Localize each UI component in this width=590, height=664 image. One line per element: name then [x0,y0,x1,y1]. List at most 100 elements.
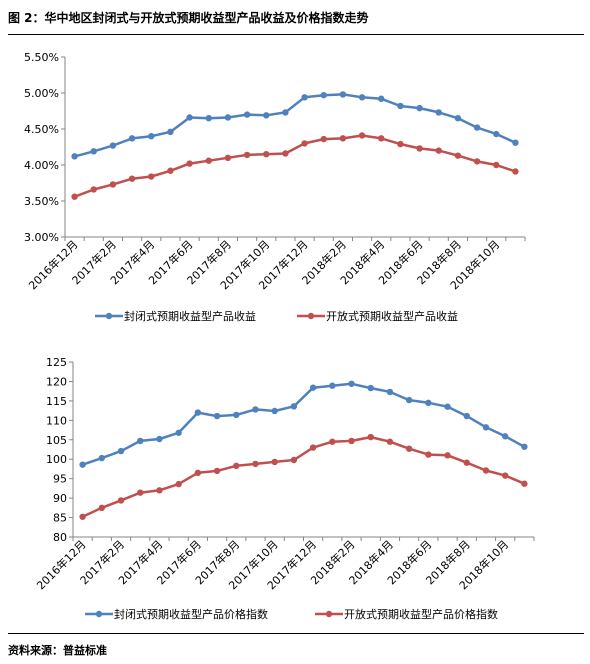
data-point [386,388,394,396]
data-point [263,151,270,158]
series-line [82,382,525,466]
series-line [82,435,525,518]
data-point [194,409,202,416]
bottom-rule [8,633,584,634]
legend-label: 封闭式预期收益型产品价格指数 [114,607,268,621]
data-point [501,433,509,440]
data-point [435,147,442,154]
y-tick-label: 115 [46,395,67,408]
data-point [454,152,462,159]
data-point [90,148,97,155]
data-point [175,429,182,436]
data-point [482,424,490,431]
data-point [378,95,385,102]
data-point [405,396,413,404]
data-point [252,406,259,413]
data-point [301,94,308,101]
data-point [493,130,500,138]
y-tick-label: 80 [53,531,67,544]
data-point [243,151,251,159]
data-point [167,167,174,174]
data-point [213,467,221,475]
data-point [79,513,86,520]
data-point [290,403,298,410]
data-point [90,186,97,193]
data-point [512,168,519,175]
data-point [233,462,240,470]
data-point [243,111,251,118]
data-point [186,160,193,167]
data-point [263,112,270,119]
data-point [454,115,462,122]
data-point [194,469,202,477]
data-point [348,437,355,445]
data-point [473,124,481,131]
data-point [358,132,366,139]
y-tick-label: 90 [53,492,67,505]
x-tick-label: 2016年12月 [34,537,89,592]
y-tick-label: 95 [53,473,67,486]
data-point [117,497,125,504]
data-point [501,472,509,479]
data-point [309,444,317,451]
data-point [397,140,404,148]
data-point [367,433,374,441]
data-point [213,412,221,420]
data-point [367,384,374,392]
data-point [358,94,366,101]
data-point [175,480,182,488]
data-point [378,135,385,142]
data-point [463,459,470,466]
data-point [271,407,278,415]
data-point [301,140,308,147]
data-point [186,114,193,121]
data-point [444,452,451,459]
data-point [309,384,317,391]
data-point [98,504,106,512]
data-point [425,399,432,407]
data-point [137,489,144,496]
data-point [128,135,136,142]
data-point [271,458,278,466]
y-tick-label: 5.50% [24,51,59,64]
legend-marker [105,312,113,320]
data-point [205,115,212,122]
data-point [444,403,451,410]
legend-marker [307,312,315,320]
data-point [425,451,432,458]
data-point [252,460,259,468]
data-point [329,382,336,389]
data-point [137,437,144,445]
data-point [156,487,163,494]
data-point [109,142,117,149]
data-point [320,91,327,99]
data-point [224,154,232,161]
data-point [463,412,470,420]
data-point [386,438,394,445]
y-tick-label: 125 [46,356,67,369]
data-point [71,193,78,200]
legend-label: 开放式预期收益型产品价格指数 [344,607,498,621]
data-point [290,456,298,464]
legend-label: 开放式预期收益型产品收益 [326,309,458,323]
data-point [521,480,528,487]
data-point [416,145,423,152]
data-point [493,161,500,169]
y-tick-label: 100 [46,453,67,466]
y-tick-label: 4.00% [24,159,59,172]
data-point [117,447,125,455]
data-point [71,153,78,160]
data-point [98,454,106,462]
data-point [473,158,481,165]
data-point [282,150,289,157]
data-point [397,102,404,110]
data-point [148,173,155,180]
y-tick-label: 105 [46,434,67,447]
data-point [148,133,155,140]
data-point [482,467,490,474]
legend-label: 封闭式预期收益型产品收益 [124,309,256,323]
data-point [416,104,423,112]
data-point [405,445,413,452]
top-rule [8,34,584,35]
